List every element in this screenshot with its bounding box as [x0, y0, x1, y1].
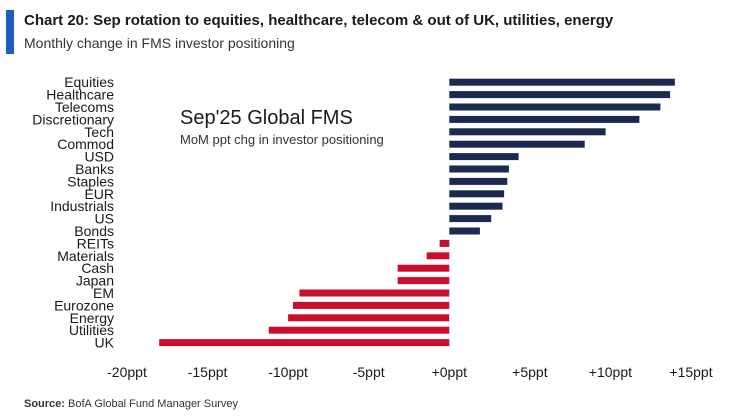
bar-uk — [159, 339, 450, 347]
x-tick-label: +10ppt — [589, 364, 632, 380]
bar-industrials — [449, 202, 503, 210]
category-label: Tech — [84, 124, 114, 140]
inset-subtitle: MoM ppt chg in investor positioning — [180, 132, 384, 147]
chart-subtitle: Monthly change in FMS investor positioni… — [24, 35, 295, 51]
category-label: Telecoms — [55, 99, 114, 115]
category-label: EM — [93, 285, 114, 301]
chart-title: Chart 20: Sep rotation to equities, heal… — [24, 12, 614, 29]
category-label: Staples — [67, 173, 114, 189]
bar-us — [449, 215, 492, 223]
source-note: Source: BofA Global Fund Manager Survey — [24, 398, 238, 410]
category-label: Utilities — [69, 322, 114, 338]
category-labels-group: EquitiesHealthcareTelecomsDiscretionaryT… — [32, 74, 114, 350]
bar-banks — [449, 165, 509, 173]
bar-tech — [449, 128, 606, 136]
category-label: US — [95, 211, 114, 227]
category-label: Materials — [57, 248, 114, 264]
category-label: Cash — [81, 260, 114, 276]
bar-eur — [449, 190, 505, 198]
x-tick-label: -15ppt — [188, 364, 228, 380]
tick-labels-group: -20ppt -15ppt -10ppt -5ppt +0ppt +5ppt +10ppt +… — [107, 364, 713, 380]
category-label: Industrials — [50, 198, 114, 214]
bar-staples — [449, 177, 508, 185]
x-tick-label: -20ppt — [107, 364, 147, 380]
x-tick-label: +0ppt — [432, 364, 468, 380]
category-label: Healthcare — [46, 87, 114, 103]
category-label: UK — [95, 335, 115, 351]
category-label: EUR — [84, 186, 114, 202]
category-label: Energy — [70, 310, 114, 326]
bar-telecoms — [449, 103, 661, 111]
bar-em — [299, 289, 450, 297]
bar-materials — [426, 252, 450, 260]
bar-reits — [439, 239, 450, 247]
source-label: Source: — [24, 398, 65, 410]
bar-healthcare — [449, 91, 671, 99]
bar-discretionary — [449, 115, 640, 123]
bar-usd — [449, 153, 519, 161]
bar-energy — [288, 314, 450, 322]
category-label: Equities — [64, 74, 114, 90]
bar-japan — [397, 277, 450, 285]
bar-eurozone — [293, 301, 450, 309]
x-tick-label: -5ppt — [353, 364, 385, 380]
category-label: Commod — [57, 136, 114, 152]
bar-commod — [449, 140, 585, 148]
category-label: REITs — [77, 235, 114, 251]
bar-bonds — [449, 227, 480, 235]
x-tick-label: +15ppt — [669, 364, 712, 380]
inset-title: Sep'25 Global FMS — [180, 107, 353, 129]
title-accent-bar — [6, 10, 14, 54]
x-tick-label: +5ppt — [512, 364, 548, 380]
bar-cash — [397, 264, 450, 272]
category-label: USD — [84, 149, 114, 165]
category-label: Japan — [76, 273, 114, 289]
bar-equities — [449, 78, 675, 86]
category-label: Discretionary — [32, 111, 114, 127]
x-tick-label: -10ppt — [268, 364, 308, 380]
bar-utilities — [268, 326, 450, 334]
source-text: BofA Global Fund Manager Survey — [68, 398, 239, 410]
category-label: Banks — [75, 161, 114, 177]
category-label: Eurozone — [54, 297, 114, 313]
category-label: Bonds — [74, 223, 114, 239]
bars-group — [159, 78, 675, 347]
